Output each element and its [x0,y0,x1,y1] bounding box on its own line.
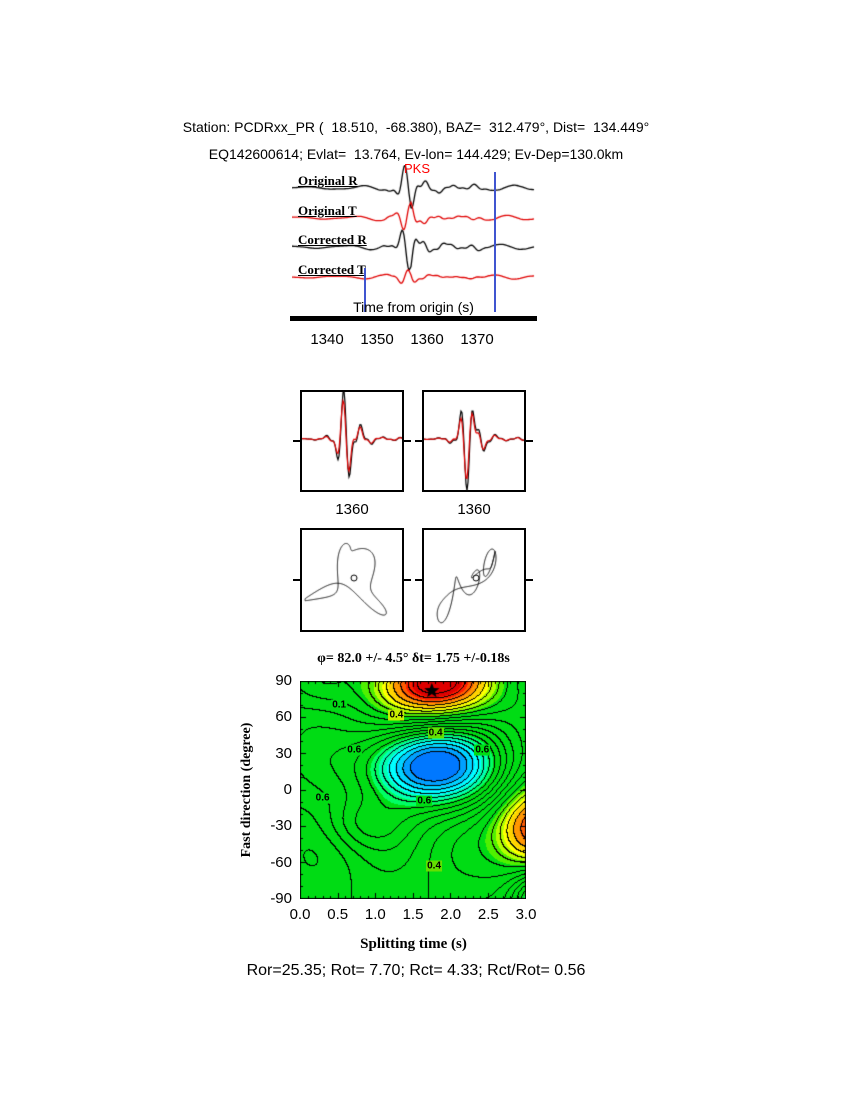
zoom-tick-label: 1360 [457,501,491,518]
contour-level-label: 0.4 [388,709,405,721]
frame-tick [293,579,300,581]
trace-label: Corrected R [298,232,367,247]
contour-ytick-label: 0 [283,781,292,798]
station-header: Station: PCDRxx_PR ( 18.510, -68.380), B… [182,119,650,135]
frame-tick [404,579,411,581]
analysis-window-start-marker [364,268,366,312]
zoom-window-right-canvas [424,392,524,490]
frame-tick [415,440,422,442]
zoom-window-left-canvas [302,392,402,490]
contour-ytick-label: 60 [275,708,292,726]
frame-tick [415,579,422,581]
contour-ytick-label: 30 [275,744,292,762]
event-header: EQ142600614; Evlat= 13.764, Ev-lon= 144.… [208,146,624,162]
contour-ytick-label: -30 [270,817,292,835]
frame-tick [526,440,533,442]
zoom-tick-label: 1360 [335,501,369,518]
particle-motion-left-canvas [302,530,402,630]
contour-xtick-label: 0.0 [289,906,311,923]
zoom-window-left-box [300,390,404,492]
contour-level-label: 0.6 [314,792,331,804]
contour-level-label: 0.4 [427,727,444,739]
contour-level-label: 0.6 [346,744,363,756]
particle-motion-right-canvas [424,530,524,630]
contour-xtick-label: 2.5 [477,906,499,923]
time-tick-label: 1360 [410,331,444,348]
contour-level-label: 0.4 [426,860,443,872]
time-tick-label: 1340 [310,331,344,348]
analysis-window-end-marker [494,172,496,312]
frame-tick [526,579,533,581]
zoom-window-right-box [422,390,526,492]
contour-xtick-label: 3.0 [515,906,537,923]
frame-tick [404,440,411,442]
contour-xtick-label: 1.5 [402,906,424,923]
contour-xtick-label: 0.5 [327,906,349,923]
contour-ytick-label: 90 [275,672,292,689]
particle-motion-right-box [422,528,526,632]
contour-ytick-label: -90 [270,890,292,907]
contour-level-label: 0.6 [416,795,433,807]
frame-tick [293,440,300,442]
particle-motion-left-box [300,528,404,632]
trace-label: Original T [298,203,357,218]
phase-label: PKS [404,161,431,176]
time-axis-bar [290,316,537,321]
contour-xlabel: Splitting time (s) [360,936,467,952]
trace-label: Corrected T [298,262,366,277]
contour-level-label: 0.1 [331,699,348,711]
contour-level-label: 0.6 [474,744,491,756]
contour-title: φ= 82.0 +/- 4.5° δt= 1.75 +/-0.18s [317,651,510,666]
contour-ytick-label: -60 [270,853,292,871]
contour-map-canvas [300,681,526,899]
contour-xtick-label: 2.0 [440,906,462,923]
contour-xtick-label: 1.0 [364,906,386,923]
time-tick-label: 1370 [460,331,494,348]
time-axis-label: Time from origin (s) [353,299,474,315]
trace-label: Original R [298,173,358,188]
statistics-footer: Ror=25.35; Rot= 7.70; Rct= 4.33; Rct/Rot… [246,962,586,979]
time-tick-label: 1350 [360,331,394,348]
